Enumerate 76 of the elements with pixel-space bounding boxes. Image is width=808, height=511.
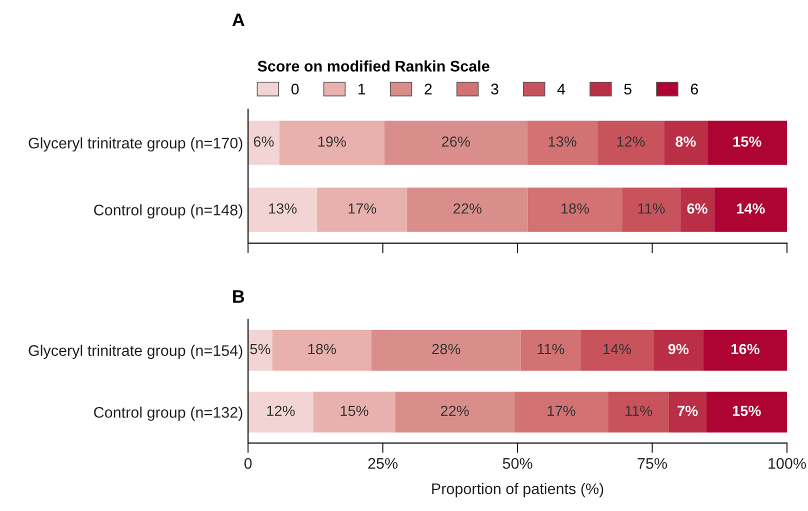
bar — [653, 330, 704, 371]
bar — [248, 330, 272, 371]
data-label: 11% — [538, 344, 564, 354]
bar — [384, 120, 528, 165]
x-tick-label: 50% — [502, 458, 532, 469]
bar — [706, 392, 787, 433]
legend-label: 2 — [424, 84, 432, 94]
bar — [514, 392, 608, 433]
y-tick-label: Control group (n=132) — [94, 406, 242, 421]
bar — [707, 120, 787, 165]
legend-label: 5 — [624, 84, 632, 94]
data-label: 11% — [626, 406, 652, 416]
data-label: 18% — [561, 203, 589, 214]
data-label: 22% — [454, 203, 482, 214]
chart-title: A — [232, 14, 244, 26]
data-label: 14% — [736, 203, 765, 214]
bar — [248, 188, 318, 232]
x-axis-title: Proportion of patients (%) — [432, 482, 604, 498]
data-label: 13% — [548, 136, 576, 147]
data-label: 15% — [340, 406, 368, 416]
bar — [279, 120, 384, 165]
bar — [272, 330, 372, 371]
bar — [248, 120, 280, 165]
legend-label: 4 — [557, 84, 566, 94]
bar — [395, 392, 514, 433]
data-label: 26% — [442, 136, 470, 147]
bar — [668, 392, 706, 433]
bar — [528, 188, 622, 232]
y-tick-label: Glyceryl trinitrate group (n=170) — [28, 137, 242, 152]
data-label: 13% — [269, 203, 297, 214]
x-tick-label: 75% — [638, 458, 668, 469]
data-label: 5% — [250, 344, 270, 354]
y-tick-label: Control group (n=148) — [94, 204, 242, 218]
data-label: 12% — [617, 136, 645, 147]
x-tick-label: 25% — [368, 458, 398, 469]
data-label: 6% — [687, 203, 708, 214]
data-label: 16% — [732, 344, 760, 354]
data-label: 19% — [318, 136, 346, 147]
x-tick-label: 0 — [244, 458, 252, 469]
legend-label: 1 — [358, 84, 366, 94]
legend-title: Score on modified Rankin Scale — [258, 60, 490, 72]
bar — [371, 330, 521, 371]
data-label: 14% — [603, 344, 632, 354]
bar — [608, 392, 669, 433]
bar — [520, 330, 581, 371]
data-label: 7% — [678, 406, 698, 416]
bar — [580, 330, 654, 371]
bar — [248, 392, 314, 433]
data-label: 18% — [308, 344, 336, 354]
bar — [407, 188, 528, 232]
data-label: 8% — [676, 136, 696, 147]
data-label: 15% — [733, 136, 762, 147]
data-label: 17% — [348, 203, 376, 214]
data-label: 22% — [440, 406, 469, 416]
bar — [597, 120, 664, 165]
bar — [664, 120, 708, 165]
bar — [313, 392, 396, 433]
y-tick-label: Glyceryl trinitrate group (n=154) — [28, 344, 242, 359]
legend-label: 6 — [690, 84, 698, 94]
legend-label: 0 — [291, 84, 299, 94]
data-label: 28% — [432, 344, 460, 354]
bar — [714, 188, 787, 232]
data-label: 11% — [638, 203, 665, 214]
data-label: 17% — [548, 406, 576, 416]
data-label: 6% — [254, 136, 274, 147]
bar — [703, 330, 787, 371]
bar — [680, 188, 714, 232]
data-label: 9% — [668, 344, 689, 354]
bar — [527, 120, 598, 165]
data-label: 12% — [267, 406, 295, 416]
bar — [317, 188, 408, 232]
x-tick-label: 100% — [768, 458, 806, 469]
chart-title: B — [233, 290, 244, 303]
legend-label: 3 — [491, 84, 498, 94]
bar — [622, 188, 680, 232]
data-label: 15% — [732, 406, 761, 416]
